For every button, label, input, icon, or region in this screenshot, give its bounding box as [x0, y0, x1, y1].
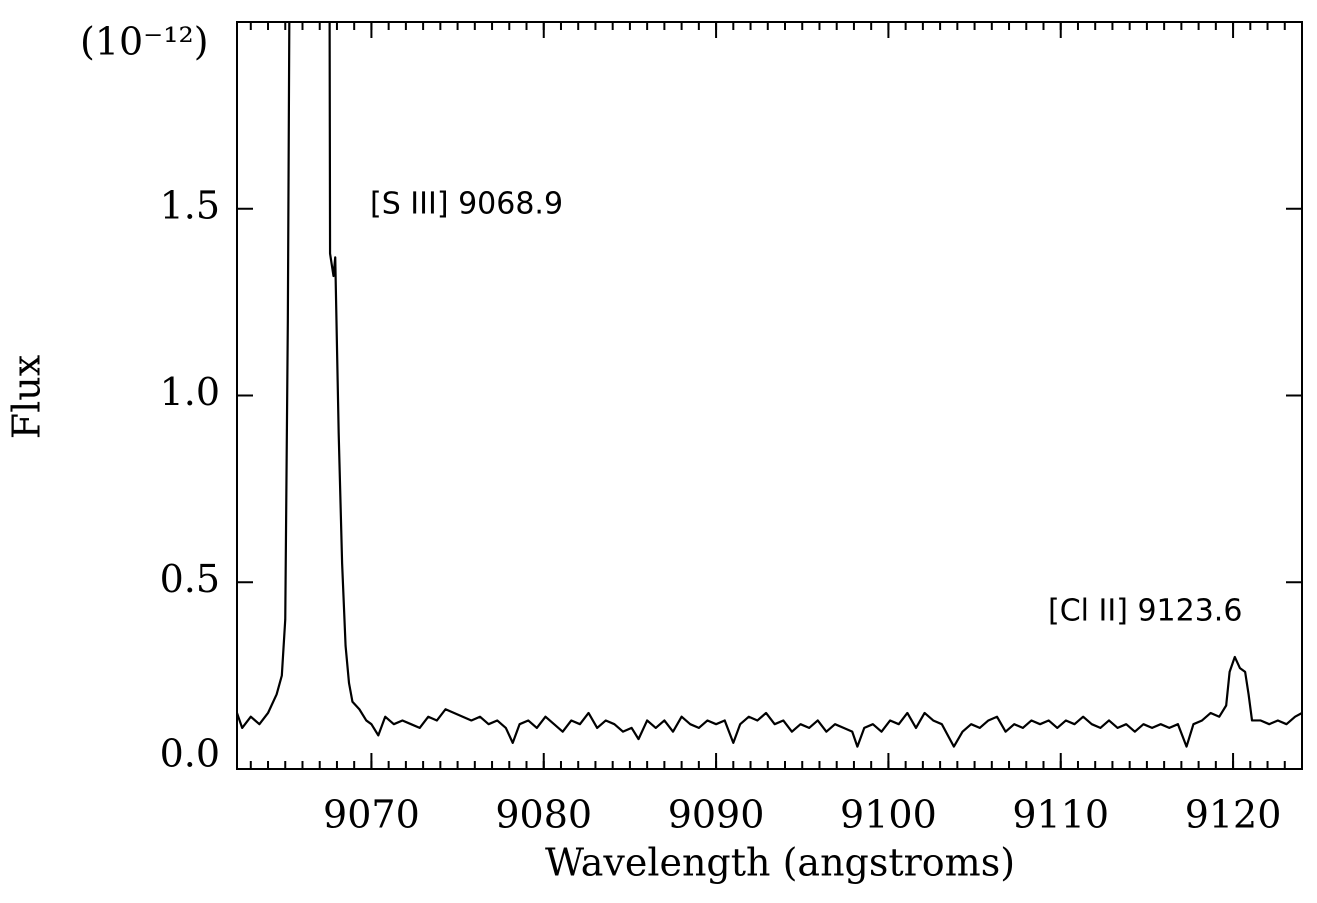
- x-tick-label: 9110: [1012, 793, 1109, 837]
- x-tick-label: 9100: [840, 793, 937, 837]
- x-tick-label: 9090: [668, 793, 765, 837]
- x-tick-label: 9120: [1185, 793, 1282, 837]
- x-tick-label: 9080: [495, 793, 592, 837]
- annotation: [Cl II] 9123.6: [1048, 594, 1242, 629]
- y-tick-label: 1.0: [160, 370, 220, 414]
- y-tick-label: 0.5: [160, 557, 220, 601]
- y-tick-label: 1.5: [160, 183, 220, 227]
- y-tick-label: 0.0: [160, 732, 220, 776]
- annotation: [S III] 9068.9: [370, 187, 563, 222]
- x-tick-label: 9070: [323, 793, 420, 837]
- plot-frame: [236, 21, 1303, 770]
- spectrum-line: [237, 22, 1302, 748]
- y-axis-label: Flux: [5, 355, 49, 439]
- y-unit-label: (10⁻¹²): [80, 20, 209, 64]
- x-axis-label: Wavelength (angstroms): [545, 841, 1015, 885]
